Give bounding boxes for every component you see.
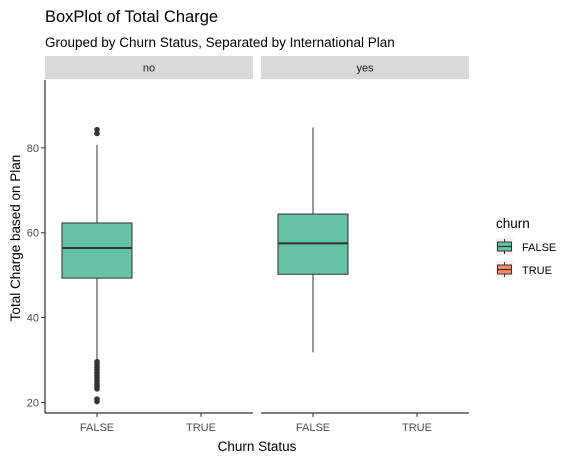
legend-item-true: TRUE xyxy=(496,261,552,278)
facet-strip-label: no xyxy=(143,63,155,75)
outlier-point xyxy=(94,130,100,137)
x-tick-label: FALSE xyxy=(80,422,114,434)
y-axis-label: Total Charge based on Plan xyxy=(8,155,23,322)
y-tick-label: 80 xyxy=(27,143,39,155)
y-tick-label: 40 xyxy=(27,313,39,325)
x-axis-label: Churn Status xyxy=(218,439,297,454)
chart-subtitle: Grouped by Churn Status, Separated by In… xyxy=(45,35,395,50)
x-tick-label: TRUE xyxy=(186,422,216,434)
x-tick-label: FALSE xyxy=(296,422,330,434)
y-tick-label: 60 xyxy=(27,228,39,240)
outlier-point xyxy=(94,386,100,392)
legend-item-false: FALSE xyxy=(496,238,556,255)
facet-panel-no: no FALSE TRUE xyxy=(45,56,253,434)
legend-label: FALSE xyxy=(522,242,556,254)
legend: churn FALSE TRUE xyxy=(496,216,556,278)
y-axis: 20 40 60 80 xyxy=(27,80,46,413)
facet-strip-label: yes xyxy=(356,63,374,75)
box-no-false xyxy=(61,126,133,405)
facet-strip xyxy=(261,56,469,79)
box-body xyxy=(61,222,133,279)
facet-panel-yes: yes FALSE TRUE xyxy=(261,56,469,434)
chart-title: BoxPlot of Total Charge xyxy=(45,8,218,26)
facet-strip xyxy=(45,56,253,79)
y-tick-label: 20 xyxy=(27,397,39,409)
box-yes-false xyxy=(277,127,349,353)
legend-label: TRUE xyxy=(522,265,552,277)
outlier-point xyxy=(94,398,100,405)
facet-panels: no FALSE TRUE yes FALSE TRUE xyxy=(45,56,469,434)
x-tick-label: TRUE xyxy=(402,422,432,434)
legend-title: churn xyxy=(496,216,530,231)
